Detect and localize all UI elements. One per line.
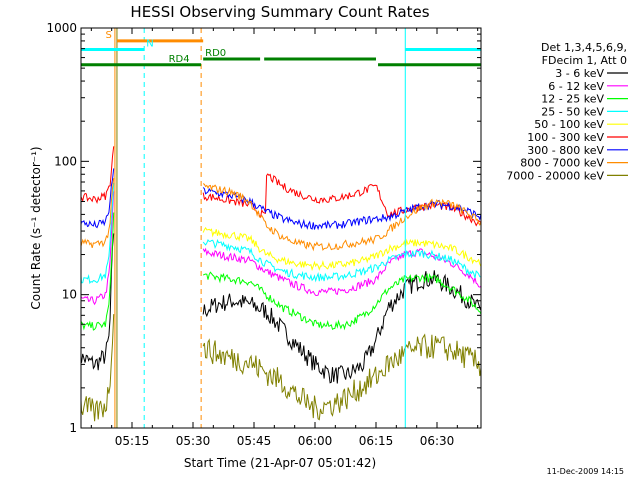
y-tick-label-1: 1 xyxy=(69,421,77,435)
series-line-3-seg-1 xyxy=(80,212,115,331)
series-line-9-seg-1 xyxy=(80,314,115,422)
legend-label-4: 25 - 50 keV xyxy=(541,105,604,118)
legend-label-1: 3 - 6 keV xyxy=(555,67,604,80)
series-line-2-seg-1 xyxy=(80,191,115,306)
annotation-layer: S N RD0 RD4 xyxy=(81,30,481,67)
legend-label-8: 800 - 7000 keV xyxy=(520,157,604,170)
legend-header-2: FDecim 1, Att 0 xyxy=(542,54,627,67)
y-axis-label: Count Rate (s⁻¹ detector⁻¹) xyxy=(29,146,43,309)
x-tick-label-2: 05:30 xyxy=(176,434,211,448)
y-tick-label-4: 1000 xyxy=(46,21,77,35)
series-line-7-seg-1 xyxy=(80,168,115,229)
series-line-1-seg-1 xyxy=(80,233,115,371)
series-line-9-seg-2 xyxy=(202,333,482,421)
series-line-3-seg-2 xyxy=(202,271,482,331)
annotation-label-2: N xyxy=(146,38,153,49)
x-tick-label-1: 05:15 xyxy=(115,434,150,448)
x-tick-label-5: 06:15 xyxy=(359,434,394,448)
legend-label-6: 100 - 300 keV xyxy=(527,131,604,144)
series-layer xyxy=(80,146,482,422)
legend-label-5: 50 - 100 keV xyxy=(534,118,604,131)
legend: Det 1,3,4,5,6,9,FDecim 1, Att 03 - 6 keV… xyxy=(506,41,628,182)
x-tick-label-3: 05:45 xyxy=(237,434,272,448)
series-line-8-seg-1 xyxy=(80,178,115,249)
series-line-4-seg-1 xyxy=(80,182,115,285)
legend-label-3: 12 - 25 keV xyxy=(541,93,604,106)
x-axis-label: Start Time (21-Apr-07 05:01:42) xyxy=(184,456,376,470)
legend-label-9: 7000 - 20000 keV xyxy=(506,169,604,182)
y-tick-label-2: 10 xyxy=(62,288,77,302)
annotation-label-6: RD4 xyxy=(169,54,190,65)
series-line-4-seg-2 xyxy=(202,238,482,283)
x-tick-label-4: 06:00 xyxy=(298,434,333,448)
x-tick-label-6: 06:30 xyxy=(420,434,455,448)
plot-frame xyxy=(80,27,482,429)
axis-layer: 05:15 05:30 05:45 06:00 06:15 06:30 1 10 100 1000 xyxy=(46,21,481,448)
series-line-7-seg-2 xyxy=(202,187,482,231)
series-line-6-seg-1 xyxy=(80,146,115,205)
chart-title: HESSI Observing Summary Count Rates xyxy=(130,3,429,21)
y-tick-label-3: 100 xyxy=(54,154,77,168)
series-line-8-seg-2 xyxy=(202,183,482,252)
legend-header-1: Det 1,3,4,5,6,9, xyxy=(541,41,627,54)
series-line-1-seg-2 xyxy=(202,270,482,384)
legend-label-2: 6 - 12 keV xyxy=(548,80,604,93)
series-line-5-seg-1 xyxy=(202,226,482,272)
timestamp: 11-Dec-2009 14:15 xyxy=(547,467,624,476)
annotation-label-4: RD0 xyxy=(205,48,226,59)
legend-label-7: 300 - 800 keV xyxy=(527,144,604,157)
annotation-label-1: S xyxy=(106,30,112,41)
